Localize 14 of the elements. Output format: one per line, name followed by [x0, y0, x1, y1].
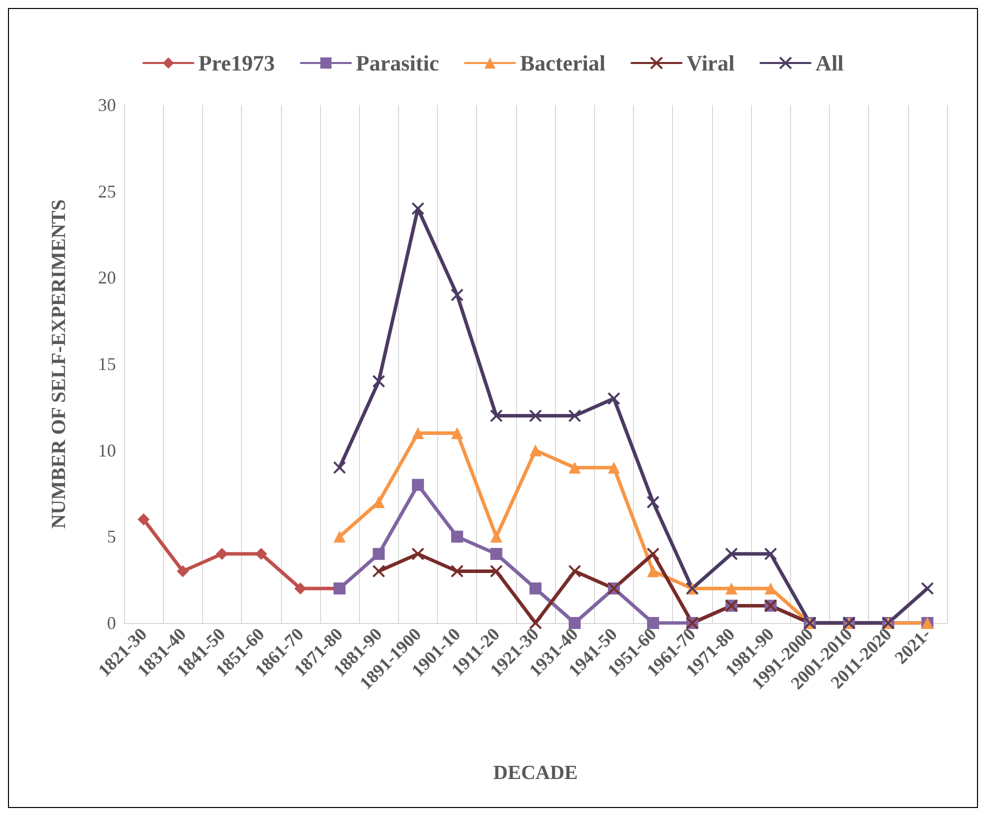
- y-tick-label: 20: [98, 268, 116, 288]
- y-tick-label: 25: [98, 181, 116, 202]
- legend-label: Pre1973: [198, 50, 275, 76]
- y-axis-title: NUMBER OF SELF-EXPERIMENTS: [48, 199, 70, 529]
- y-tick-label: 5: [107, 526, 116, 547]
- x-axis-title: DECADE: [493, 762, 578, 784]
- legend-label: Bacterial: [520, 50, 606, 76]
- y-tick-label: 30: [98, 95, 116, 115]
- legend-label: All: [816, 50, 844, 76]
- legend-label: Parasitic: [356, 50, 440, 76]
- legend-label: Viral: [686, 50, 735, 76]
- y-tick-label: 15: [98, 354, 116, 374]
- y-tick-label: 10: [98, 440, 116, 460]
- y-tick-label: 0: [107, 613, 116, 633]
